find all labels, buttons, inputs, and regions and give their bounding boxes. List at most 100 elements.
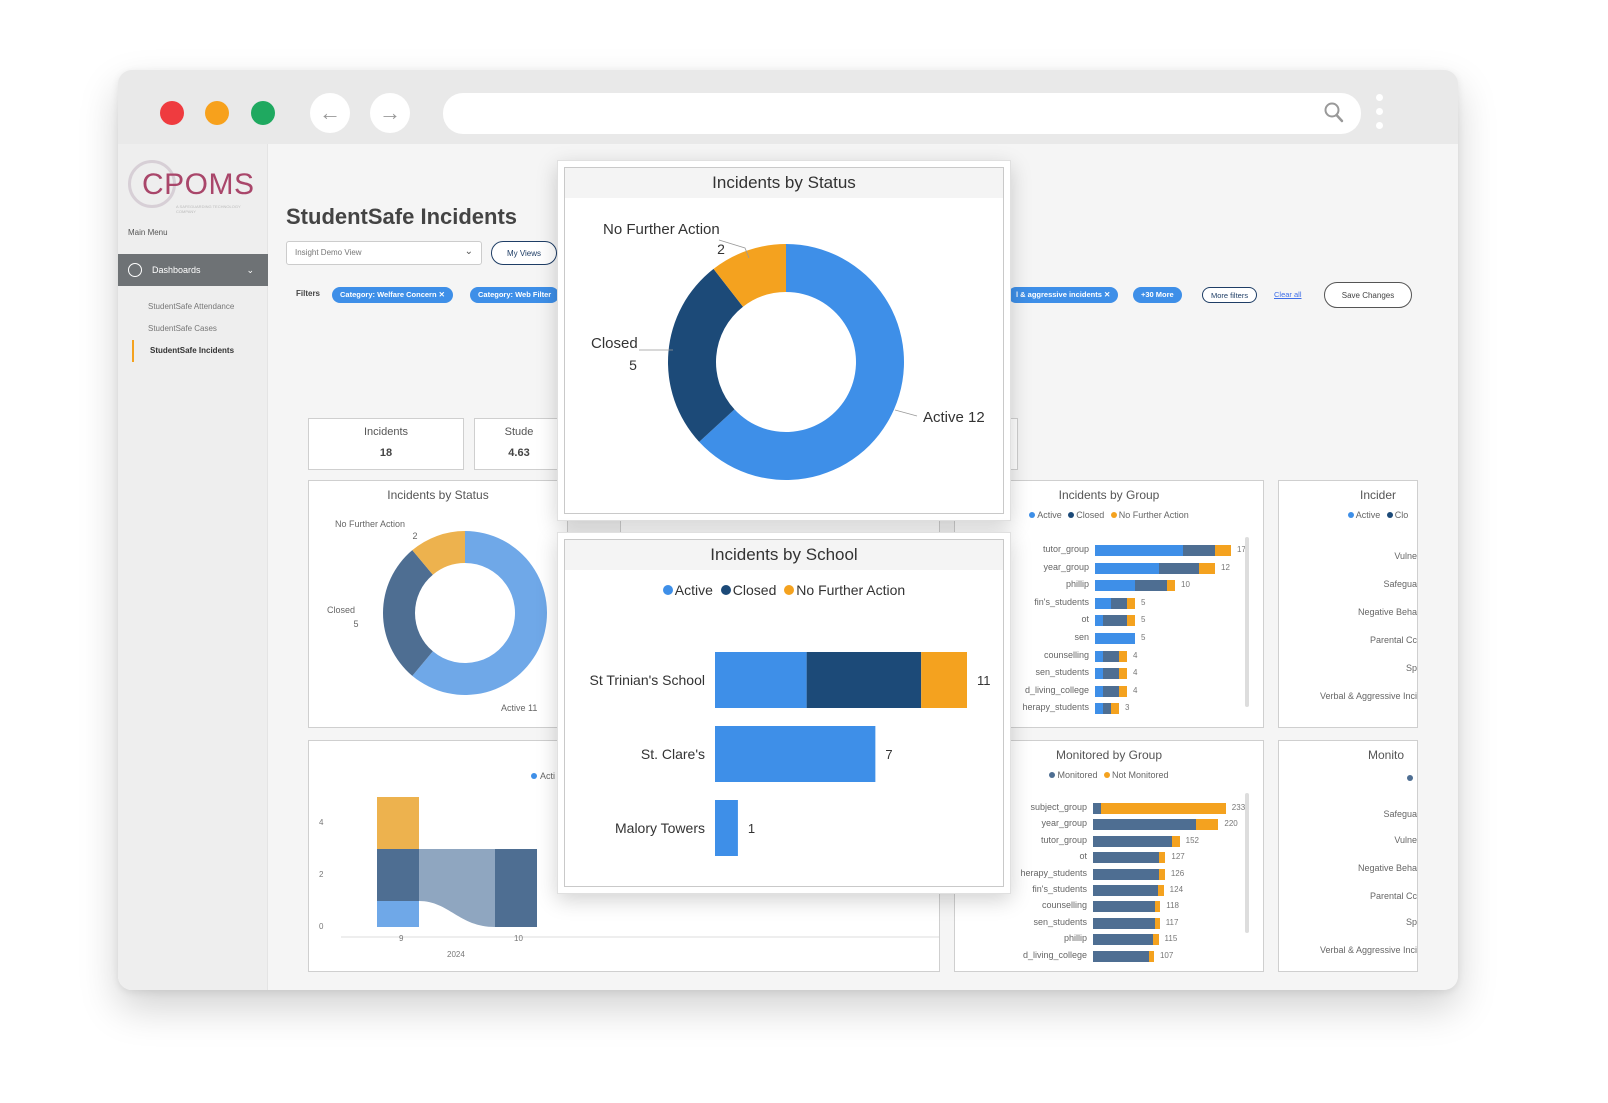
filter-chip-welfare-concern[interactable]: Category: Welfare Concern ✕ bbox=[332, 287, 453, 303]
filter-chip-web-filter[interactable]: Category: Web Filter bbox=[470, 287, 560, 303]
donut-slice-nfa[interactable] bbox=[412, 531, 465, 575]
bar-row-value: 127 bbox=[1171, 852, 1185, 862]
view-select[interactable]: Insight Demo View ⌄ bbox=[286, 241, 482, 265]
scrollbar[interactable] bbox=[1245, 793, 1249, 933]
bar bbox=[1095, 703, 1119, 715]
bar-row-label: tutor_group bbox=[1042, 544, 1089, 554]
dashboard-subnav: StudentSafe Attendance StudentSafe Cases… bbox=[132, 296, 262, 362]
bar-segment bbox=[1093, 835, 1172, 847]
bar-segment-active[interactable] bbox=[715, 726, 876, 782]
kpi-incidents: Incidents 18 bbox=[308, 418, 464, 470]
donut-slice-active[interactable] bbox=[412, 531, 547, 695]
legend-closed: Closed bbox=[1076, 510, 1105, 520]
sidebar-item-attendance[interactable]: StudentSafe Attendance bbox=[148, 302, 235, 311]
bar-row-label: year_group bbox=[1041, 818, 1087, 829]
kebab-menu-icon[interactable] bbox=[1374, 94, 1384, 136]
legend-closed: Clo bbox=[1394, 510, 1409, 520]
timeline-bar-closed bbox=[377, 849, 419, 901]
scrollbar[interactable] bbox=[1245, 537, 1249, 707]
bg-right-panel-1: Incider Active Clo Vulne Safegua Negativ… bbox=[1278, 480, 1418, 728]
bar-segment bbox=[1195, 819, 1219, 831]
bar-row-label: counselling bbox=[1041, 900, 1087, 911]
category-label: Malory Towers bbox=[615, 820, 705, 836]
bar-segment bbox=[1095, 668, 1103, 680]
more-filters-button[interactable]: More filters bbox=[1202, 287, 1258, 303]
bar-segment-closed[interactable] bbox=[806, 652, 922, 708]
donut-slice-nfa[interactable] bbox=[713, 244, 786, 307]
bar-segment bbox=[1199, 562, 1215, 574]
save-changes-button[interactable]: Save Changes bbox=[1324, 282, 1412, 308]
bar-segment bbox=[1111, 597, 1127, 609]
y-tick: 0 bbox=[319, 922, 324, 931]
category-label: Vulne bbox=[1394, 551, 1417, 561]
legend-monitored: Monitored bbox=[1057, 770, 1098, 780]
bar-row-value: 17 bbox=[1237, 545, 1246, 554]
bar-total-label: 7 bbox=[885, 747, 892, 762]
my-views-button[interactable]: My Views bbox=[491, 241, 557, 265]
bar-row-value: 3 bbox=[1125, 703, 1130, 713]
bar bbox=[1093, 934, 1159, 946]
bar-total-label: 1 bbox=[748, 821, 755, 836]
bar bbox=[1093, 852, 1166, 864]
maximize-window-button[interactable] bbox=[251, 101, 275, 125]
donut-slice-closed[interactable] bbox=[383, 550, 433, 676]
forward-button[interactable]: → bbox=[370, 93, 410, 133]
x-tick: 10 bbox=[514, 934, 523, 943]
clear-all-link[interactable]: Clear all bbox=[1274, 290, 1302, 299]
donut-label-active: Active 12 bbox=[923, 409, 985, 426]
bar-segment bbox=[1135, 580, 1167, 592]
bar-segment bbox=[1093, 819, 1196, 831]
bar bbox=[1093, 819, 1219, 831]
dashboards-menu[interactable]: Dashboards ⌄ bbox=[118, 254, 268, 286]
category-label: Verbal & Aggressive Inci bbox=[1319, 945, 1417, 955]
sidebar-item-incidents[interactable]: StudentSafe Incidents bbox=[132, 340, 262, 362]
bar-row-value: 12 bbox=[1221, 562, 1230, 572]
panel-title: Incidents by Status bbox=[387, 488, 489, 502]
bar-row-label: d_living_college bbox=[1022, 949, 1087, 960]
address-bar[interactable] bbox=[443, 93, 1361, 134]
bar-segment bbox=[1095, 633, 1135, 644]
legend-dot-active bbox=[662, 585, 673, 595]
bar-row-label: ot bbox=[1079, 851, 1087, 862]
bar-segment bbox=[1093, 803, 1101, 814]
bar-row-label: year_group bbox=[1043, 561, 1089, 572]
category-label: St. Clare's bbox=[641, 746, 705, 762]
panel-title: Incider bbox=[1359, 488, 1397, 502]
bar-segment bbox=[1119, 668, 1127, 680]
category-label: Sp bbox=[1405, 663, 1417, 673]
bar-row-value: 107 bbox=[1159, 950, 1174, 960]
status-donut-chart: No Further Action 2 Closed 5 Active 12 bbox=[591, 221, 985, 480]
donut-value-closed: 5 bbox=[629, 357, 637, 373]
minimize-window-button[interactable] bbox=[205, 101, 229, 125]
category-label: Safegua bbox=[1383, 809, 1417, 819]
bar-segment bbox=[1093, 852, 1160, 864]
filter-chip-more[interactable]: +30 More bbox=[1133, 287, 1182, 303]
bar-row-label: phillip bbox=[1063, 933, 1087, 944]
search-icon[interactable] bbox=[1323, 101, 1345, 125]
y-tick: 2 bbox=[319, 870, 324, 879]
bar-segment bbox=[1095, 615, 1103, 627]
bar-row-label: d_living_college bbox=[1024, 684, 1089, 695]
kpi-value: 18 bbox=[379, 447, 393, 459]
bar-segment bbox=[1093, 934, 1154, 946]
legend-closed: Closed bbox=[732, 582, 777, 598]
legend-label: Acti bbox=[540, 771, 556, 781]
legend-active: Active bbox=[674, 582, 713, 598]
bar-segment-no-further-action[interactable] bbox=[921, 652, 967, 708]
category-label: Sp bbox=[1405, 917, 1417, 927]
sidebar-item-cases[interactable]: StudentSafe Cases bbox=[148, 324, 217, 333]
filter-chip-aggressive-incidents[interactable]: l & aggressive incidents ✕ bbox=[1008, 287, 1119, 303]
bar bbox=[1093, 835, 1180, 847]
bg-monitored-legend: Monitored Not Monitored bbox=[955, 770, 1263, 780]
bar bbox=[1095, 597, 1135, 609]
category-label: Verbal & Aggressive Inci bbox=[1319, 691, 1417, 701]
bar-segment-active[interactable] bbox=[715, 800, 738, 856]
donut-slice-active[interactable] bbox=[699, 244, 904, 480]
back-button[interactable]: ← bbox=[310, 93, 350, 133]
bar-segment-active[interactable] bbox=[715, 652, 807, 708]
donut-slice-closed[interactable] bbox=[668, 268, 744, 442]
close-window-button[interactable] bbox=[160, 101, 184, 125]
donut-label-closed: Closed bbox=[591, 335, 638, 352]
donut-label-nfa: No Further Action bbox=[335, 519, 405, 529]
bar-row-label: phillip bbox=[1065, 579, 1089, 590]
